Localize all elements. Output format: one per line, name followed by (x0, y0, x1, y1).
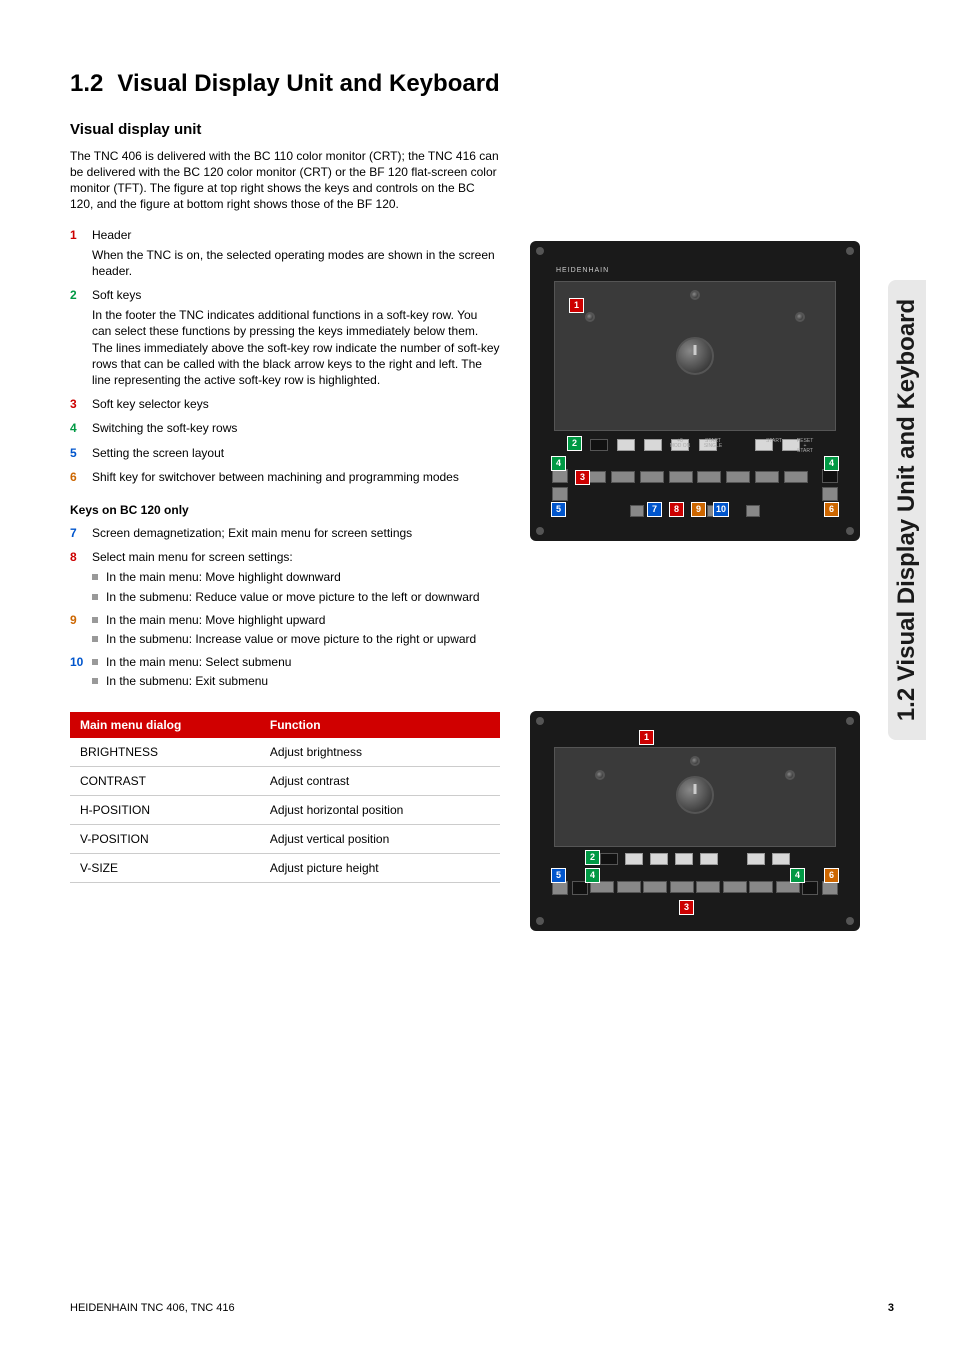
text-column: Visual display unit The TNC 406 is deliv… (70, 121, 500, 931)
subsection-heading: Visual display unit (70, 121, 500, 138)
callout-3: 3 (576, 471, 589, 484)
table-row: V-POSITIONAdjust vertical position (70, 825, 500, 854)
callout-10: 10 (714, 503, 728, 516)
table-cell: CONTRAST (70, 767, 260, 796)
callout-4r: 4 (791, 869, 804, 882)
table-cell: H-POSITION (70, 796, 260, 825)
callout-6: 6 (825, 503, 838, 516)
table-cell: V-SIZE (70, 854, 260, 883)
item-number: 9 (70, 612, 92, 650)
callout-8: 8 (670, 503, 683, 516)
callout-2: 2 (586, 851, 599, 864)
item-number: 6 (70, 469, 92, 489)
table-cell: Adjust brightness (260, 738, 500, 767)
table-row: BRIGHTNESSAdjust brightness (70, 738, 500, 767)
table-cell: Adjust contrast (260, 767, 500, 796)
callout-5: 5 (552, 503, 565, 516)
numbered-list-2: 7Screen demagnetization; Exit main menu … (70, 525, 500, 693)
table-cell: Adjust horizontal position (260, 796, 500, 825)
bc120-heading: Keys on BC 120 only (70, 503, 500, 517)
callout-4r: 4 (825, 457, 838, 470)
item-title: Setting the screen layout (92, 445, 500, 461)
figure-column: HEIDENHAIN +0MOD ON STARTSINGLE START (530, 121, 860, 931)
selector-key-row (590, 881, 800, 895)
sub-item: In the main menu: Select submenu (92, 654, 500, 670)
figure-bc120: HEIDENHAIN +0MOD ON STARTSINGLE START (530, 241, 860, 541)
sub-list: In the main menu: Move highlight downwar… (92, 569, 500, 604)
callout-4l: 4 (586, 869, 599, 882)
table-body: BRIGHTNESSAdjust brightnessCONTRASTAdjus… (70, 738, 500, 883)
item-number: 8 (70, 549, 92, 608)
section-heading: 1.2 Visual Display Unit and Keyboard (70, 70, 894, 99)
item-number: 5 (70, 445, 92, 465)
list-item: 7Screen demagnetization; Exit main menu … (70, 525, 500, 545)
list-item: 2Soft keys In the footer the TNC indicate… (70, 287, 500, 392)
footer-text: HEIDENHAIN TNC 406, TNC 416 (70, 1302, 235, 1314)
list-item: 9In the main menu: Move highlight upward… (70, 612, 500, 650)
sub-item: In the main menu: Move highlight upward (92, 612, 500, 628)
sub-list: In the main menu: Select submenu In the s… (92, 654, 500, 689)
list-item: 3Soft key selector keys (70, 396, 500, 416)
table-cell: Adjust vertical position (260, 825, 500, 854)
item-number: 10 (70, 654, 92, 692)
sub-item: In the main menu: Move highlight downwar… (92, 569, 500, 585)
table-row: CONTRASTAdjust contrast (70, 767, 500, 796)
sub-item: In the submenu: Reduce value or move pic… (92, 589, 500, 605)
table-row: H-POSITIONAdjust horizontal position (70, 796, 500, 825)
item-number: 2 (70, 287, 92, 392)
item-title: Screen demagnetization; Exit main menu f… (92, 525, 500, 541)
callout-9: 9 (692, 503, 705, 516)
sub-item: In the submenu: Exit submenu (92, 673, 500, 689)
callout-1: 1 (570, 299, 583, 312)
item-number: 7 (70, 525, 92, 545)
section-title-text: Visual Display Unit and Keyboard (117, 70, 499, 97)
table-cell: Adjust picture height (260, 854, 500, 883)
monitor-screen (554, 281, 836, 431)
monitor-screen (554, 747, 836, 847)
item-desc: When the TNC is on, the selected operati… (92, 247, 500, 279)
callout-2: 2 (568, 437, 581, 450)
chapter-tab: 1.2 Visual Display Unit and Keyboard (888, 280, 926, 740)
sub-item: In the submenu: Increase value or move p… (92, 631, 500, 647)
list-item: 1Header When the TNC is on, the selected … (70, 227, 500, 284)
list-item: 6Shift key for switchover between machin… (70, 469, 500, 489)
item-title: Header (92, 227, 500, 243)
figure-bf120: HEIDENHAIN (530, 711, 860, 931)
item-number: 1 (70, 227, 92, 284)
item-title: Switching the soft-key rows (92, 420, 500, 436)
menu-table: Main menu dialog Function BRIGHTNESSAdju… (70, 712, 500, 883)
list-item: 4Switching the soft-key rows (70, 420, 500, 440)
item-desc: In the footer the TNC indicates addition… (92, 307, 500, 388)
callout-7: 7 (648, 503, 661, 516)
item-title: Shift key for switchover between machini… (92, 469, 500, 485)
table-head-1: Main menu dialog (70, 712, 260, 738)
item-title: Soft key selector keys (92, 396, 500, 412)
section-number: 1.2 (70, 70, 103, 97)
callout-4l: 4 (552, 457, 565, 470)
softkey-label-row (600, 853, 790, 867)
item-number: 4 (70, 420, 92, 440)
page-number: 3 (888, 1302, 894, 1314)
table-row: V-SIZEAdjust picture height (70, 854, 500, 883)
callout-1: 1 (640, 731, 653, 744)
monitor-brand: HEIDENHAIN (556, 267, 609, 274)
numbered-list-1: 1Header When the TNC is on, the selected … (70, 227, 500, 489)
intro-paragraph: The TNC 406 is delivered with the BC 110… (70, 148, 500, 213)
callout-6: 6 (825, 869, 838, 882)
item-title: Soft keys (92, 287, 500, 303)
list-item: 5Setting the screen layout (70, 445, 500, 465)
sub-list: In the main menu: Move highlight upward I… (92, 612, 500, 647)
page-footer: HEIDENHAIN TNC 406, TNC 416 3 (70, 1302, 894, 1314)
item-number: 3 (70, 396, 92, 416)
chapter-tab-text: 1.2 Visual Display Unit and Keyboard (893, 299, 921, 721)
list-item: 8Select main menu for screen settings: In… (70, 549, 500, 608)
table-cell: BRIGHTNESS (70, 738, 260, 767)
callout-5: 5 (552, 869, 565, 882)
item-title: Select main menu for screen settings: (92, 549, 500, 565)
list-item: 10In the main menu: Select submenuIn the… (70, 654, 500, 692)
table-head-2: Function (260, 712, 500, 738)
table-cell: V-POSITION (70, 825, 260, 854)
callout-3: 3 (680, 901, 693, 914)
selector-key-row (582, 471, 808, 485)
